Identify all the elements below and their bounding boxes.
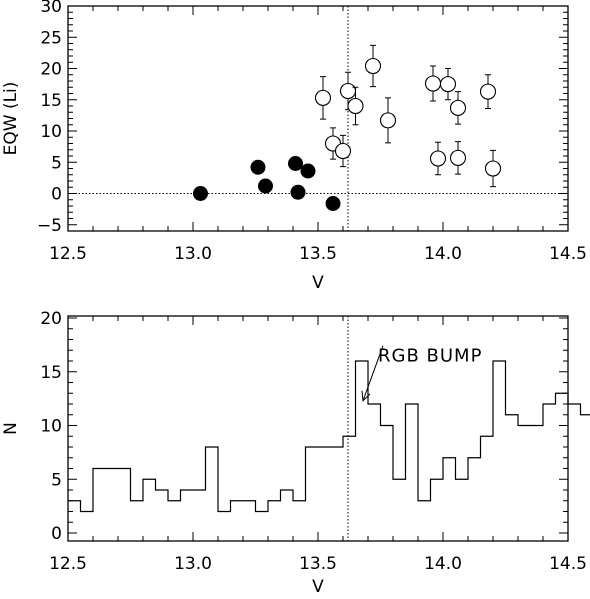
histogram-step-line [68, 360, 590, 513]
eqw-y-tick-label: 5 [51, 153, 62, 173]
eqw-data-points [193, 44, 502, 211]
histogram-ticks: 12.5 13.0 13.5 14.0 14.5 0 5 10 15 20 [40, 309, 587, 574]
rgb-bump-annotation: RGB BUMP [361, 345, 482, 402]
eqw-y-tick-label: 25 [40, 28, 62, 48]
eqw-y-tick-label: 20 [40, 60, 62, 80]
eqw-open-point [484, 160, 502, 177]
eqw-panel: 12.5 13.0 13.5 14.0 14.5 −5 0 5 10 15 20 25 30 V EQW… [1, 0, 587, 293]
eqw-open-point [429, 150, 447, 167]
histogram-x-tick-label: 12.5 [49, 554, 87, 574]
eqw-open-point [479, 83, 497, 100]
eqw-filled-point [325, 196, 341, 211]
histogram-y-tick-label: 15 [40, 363, 62, 383]
eqw-filled-point [193, 186, 208, 201]
eqw-filled-point [288, 156, 303, 171]
eqw-open-point [334, 142, 352, 160]
eqw-open-point [339, 82, 357, 100]
histogram-x-tick-label: 13.0 [174, 554, 212, 574]
eqw-filled-point [300, 163, 316, 179]
eqw-reference-lines [68, 6, 568, 231]
eqw-y-tick-label: −5 [37, 216, 62, 236]
histogram-y-axis-title: N [1, 422, 21, 435]
histogram-y-tick-label: 5 [51, 470, 62, 490]
eqw-filled-point [258, 178, 273, 194]
eqw-open-point [449, 149, 467, 166]
eqw-ticks: 12.5 13.0 13.5 14.0 14.5 −5 0 5 10 15 20 25 30 [37, 0, 587, 264]
eqw-y-tick-label: 30 [40, 0, 62, 17]
rgb-bump-label: RGB BUMP [378, 346, 482, 367]
histogram-x-tick-label: 13.5 [299, 554, 337, 574]
eqw-open-point [424, 75, 442, 92]
rgb-bump-arrow [362, 345, 384, 401]
eqw-y-tick-label: 15 [40, 91, 62, 111]
eqw-x-tick-label: 14.0 [424, 244, 462, 264]
eqw-x-tick-label: 14.5 [549, 244, 587, 264]
eqw-open-point [364, 57, 382, 75]
eqw-plot-frame [67, 5, 569, 232]
eqw-open-point [379, 112, 397, 129]
histogram-x-axis-title: V [312, 577, 324, 597]
histogram-y-tick-label: 10 [40, 417, 62, 437]
eqw-y-tick-label: 0 [51, 185, 62, 205]
eqw-open-point [347, 97, 364, 115]
histogram-x-tick-label: 14.5 [549, 554, 587, 574]
histogram-y-tick-label: 20 [40, 309, 62, 329]
eqw-open-point [314, 89, 332, 106]
eqw-x-tick-label: 12.5 [49, 244, 87, 264]
eqw-filled-point [290, 184, 306, 200]
histogram-y-tick-label: 0 [51, 524, 62, 544]
eqw-open-point [449, 99, 467, 116]
histogram-x-tick-label: 14.0 [424, 554, 462, 574]
eqw-y-axis-title: EQW (Li) [1, 82, 21, 156]
eqw-y-tick-label: 10 [40, 122, 62, 142]
eqw-open-point [439, 76, 457, 93]
eqw-x-tick-label: 13.5 [299, 244, 337, 264]
eqw-x-axis-title: V [312, 273, 324, 293]
eqw-filled-point [250, 159, 266, 175]
rgb-bump-arrow-head [361, 390, 371, 402]
eqw-x-tick-label: 13.0 [174, 244, 212, 264]
